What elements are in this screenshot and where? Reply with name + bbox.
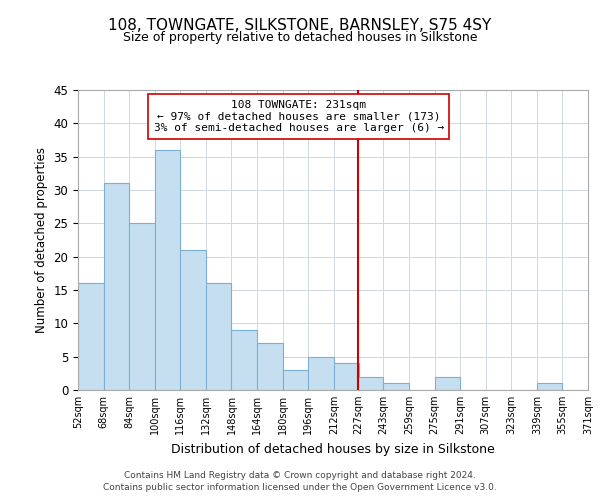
Bar (206, 284, 232, 390)
Bar (232, 330, 257, 390)
Text: 108, TOWNGATE, SILKSTONE, BARNSLEY, S75 4SY: 108, TOWNGATE, SILKSTONE, BARNSLEY, S75 … (109, 18, 491, 32)
Bar (129, 224, 155, 390)
Bar (334, 364, 359, 390)
Bar (537, 384, 562, 390)
Bar (383, 384, 409, 390)
Text: 108 TOWNGATE: 231sqm
← 97% of detached houses are smaller (173)
3% of semi-detac: 108 TOWNGATE: 231sqm ← 97% of detached h… (154, 100, 444, 133)
Bar (181, 250, 206, 390)
Bar (308, 356, 334, 390)
Bar (257, 344, 283, 390)
Text: Size of property relative to detached houses in Silkstone: Size of property relative to detached ho… (123, 31, 477, 44)
Bar (358, 376, 383, 390)
Bar (104, 184, 129, 390)
X-axis label: Distribution of detached houses by size in Silkstone: Distribution of detached houses by size … (171, 442, 495, 456)
Y-axis label: Number of detached properties: Number of detached properties (35, 147, 48, 333)
Text: Contains HM Land Registry data © Crown copyright and database right 2024.
Contai: Contains HM Land Registry data © Crown c… (103, 471, 497, 492)
Bar (78, 284, 104, 390)
Bar (155, 150, 181, 390)
Bar (283, 370, 308, 390)
Bar (434, 376, 460, 390)
